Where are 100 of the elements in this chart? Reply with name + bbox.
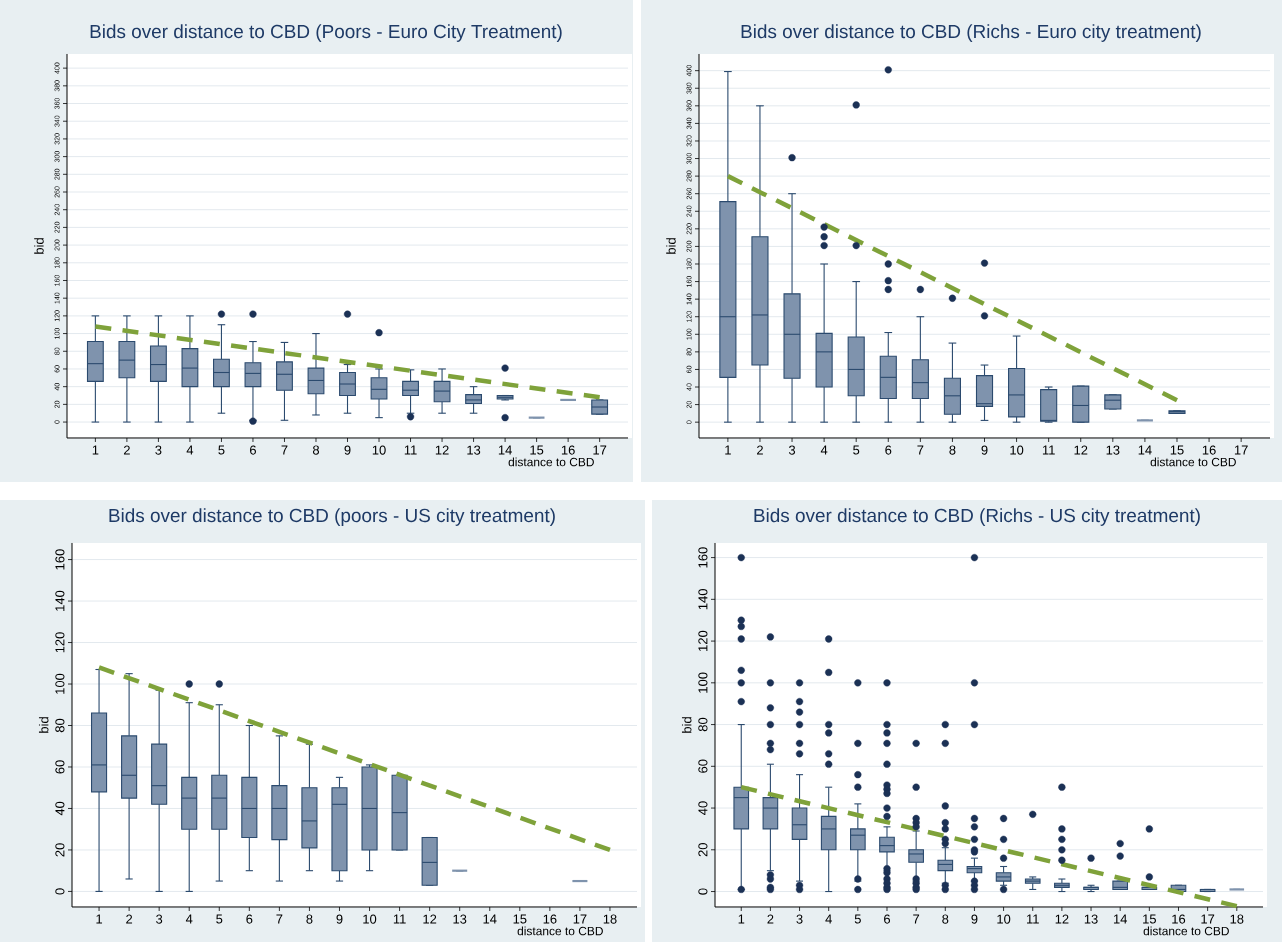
x-tick-label: 2: [757, 445, 763, 455]
x-tick-label: 15: [1143, 914, 1156, 924]
x-tick-label: 8: [306, 914, 313, 924]
x-tick-label: 6: [885, 445, 892, 455]
x-tick-label: 14: [1138, 445, 1152, 455]
x-tick-label: 13: [453, 914, 467, 924]
y-tick-label: 160: [698, 547, 708, 568]
x-tick-label: 13: [1106, 445, 1120, 455]
y-tick-label: 60: [698, 759, 708, 773]
x-tick-label: 16: [543, 914, 557, 924]
x-tick-label: 9: [336, 914, 343, 924]
y-tick-label: 0: [55, 888, 65, 895]
x-tick-label: 16: [1202, 445, 1216, 455]
x-tick-label: 7: [913, 914, 920, 924]
x-tick-label: 11: [393, 914, 406, 924]
chart-title: Bids over distance to CBD (Poors - Euro City Treatment): [90, 24, 562, 42]
y-tick-label: 0: [698, 888, 708, 895]
x-tick-label: 12: [1074, 445, 1088, 455]
chart-title: Bids over distance to CBD (Richs - Euro city treatment): [741, 24, 1201, 42]
x-tick-label: 9: [971, 914, 978, 924]
x-tick-label: 3: [155, 445, 162, 455]
x-tick-label: 2: [767, 914, 774, 924]
x-tick-label: 8: [312, 445, 320, 455]
y-tick-label: 60: [55, 760, 65, 774]
x-tick-label: 7: [276, 914, 283, 924]
x-tick-label: 11: [1042, 445, 1055, 455]
x-tick-label: 17: [1201, 914, 1215, 924]
chart-title: Bids over distance to CBD (Richs - US city treatment): [754, 508, 1200, 526]
x-tick-label: 7: [917, 445, 924, 455]
x-tick-label: 2: [126, 914, 133, 924]
x-tick-label: 3: [796, 914, 803, 924]
x-tick-label: 12: [1055, 914, 1069, 924]
chart-title: Bids over distance to CBD (poors - US city treatment): [109, 508, 555, 526]
x-tick-label: 15: [513, 914, 527, 924]
y-tick-label: 20: [55, 843, 65, 857]
x-axis-title: distance to CBD: [1143, 926, 1229, 936]
y-tick-label: 120: [55, 632, 65, 653]
x-tick-label: 10: [997, 914, 1011, 924]
x-tick-label: 9: [344, 445, 351, 455]
x-tick-label: 5: [216, 914, 223, 924]
x-tick-label: 14: [1113, 914, 1128, 924]
x-tick-label: 4: [185, 914, 193, 924]
x-tick-label: 2: [123, 445, 130, 455]
x-tick-label: 9: [981, 445, 988, 455]
y-tick-label: 120: [698, 630, 708, 651]
x-tick-label: 14: [498, 445, 512, 455]
x-tick-label: 4: [825, 914, 832, 924]
x-axis-title: distance to CBD: [517, 926, 603, 936]
x-tick-label: 1: [738, 914, 745, 924]
x-tick-label: 17: [573, 914, 587, 924]
x-tick-label: 8: [949, 445, 956, 455]
y-tick-label: 80: [55, 718, 65, 733]
x-tick-label: 10: [363, 914, 377, 924]
x-tick-label: 15: [530, 445, 544, 455]
x-tick-label: 12: [435, 445, 449, 455]
x-tick-label: 4: [820, 445, 828, 455]
x-tick-label: 5: [218, 445, 225, 455]
y-tick-label: 160: [55, 549, 65, 570]
x-tick-label: 1: [96, 914, 103, 924]
x-tick-label: 1: [92, 445, 99, 455]
x-tick-label: 18: [603, 914, 617, 924]
x-tick-label: 17: [1234, 445, 1248, 455]
y-tick-label: 40: [55, 801, 65, 816]
x-tick-label: 13: [467, 445, 481, 455]
x-tick-label: 11: [404, 445, 417, 455]
y-tick-label: 80: [698, 717, 708, 732]
y-tick-label: 140: [55, 590, 65, 611]
x-tick-label: 11: [1027, 914, 1039, 924]
x-tick-label: 14: [483, 914, 497, 924]
y-axis-title: bid: [666, 238, 676, 254]
x-tick-label: 5: [854, 914, 861, 924]
y-axis-title: bid: [34, 238, 44, 254]
x-tick-label: 16: [1172, 914, 1186, 924]
y-tick-label: 100: [698, 672, 708, 693]
x-tick-label: 7: [281, 445, 288, 455]
y-tick-label: 140: [698, 589, 708, 610]
y-axis-title: bid: [681, 717, 692, 733]
x-tick-label: 13: [1084, 914, 1098, 924]
x-tick-label: 1: [725, 445, 731, 455]
x-tick-label: 18: [1230, 914, 1244, 924]
x-tick-label: 8: [942, 914, 949, 924]
x-axis-title: distance to CBD: [1150, 457, 1236, 467]
x-tick-label: 3: [156, 914, 163, 924]
x-tick-label: 4: [186, 445, 194, 455]
x-tick-label: 12: [423, 914, 437, 924]
y-tick-label: 100: [55, 673, 65, 694]
x-tick-label: 3: [788, 445, 796, 455]
y-tick-label: 40: [698, 801, 708, 815]
x-tick-label: 15: [1170, 445, 1184, 455]
x-tick-label: 6: [884, 914, 891, 924]
x-axis-title: distance to CBD: [508, 457, 594, 467]
x-tick-label: 6: [246, 914, 253, 924]
x-tick-label: 10: [1010, 445, 1024, 455]
y-tick-label: 20: [698, 843, 708, 857]
x-tick-label: 16: [561, 445, 575, 455]
x-tick-label: 6: [250, 445, 256, 455]
x-tick-label: 10: [372, 445, 386, 455]
x-tick-label: 5: [853, 445, 860, 455]
y-axis-title: bid: [38, 717, 49, 733]
x-tick-label: 17: [593, 445, 607, 455]
